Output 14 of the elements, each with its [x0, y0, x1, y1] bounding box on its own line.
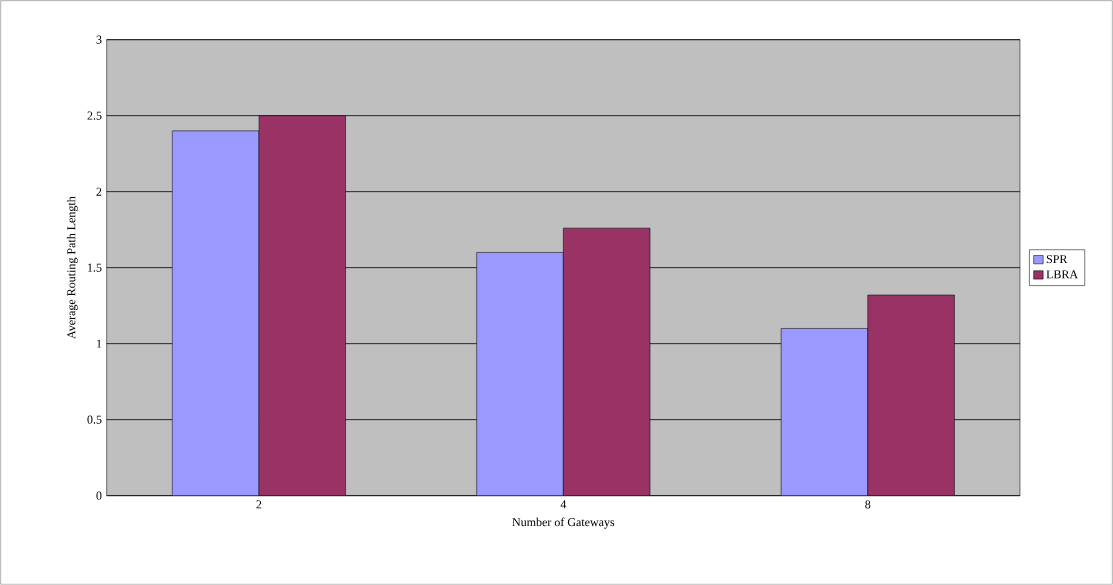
- legend-label: LBRA: [1046, 270, 1078, 279]
- y-tick-label: 2.5: [87, 111, 102, 120]
- x-tick-label: 2: [256, 500, 262, 509]
- y-tick-label: 2: [96, 187, 102, 196]
- y-tick-label: 1: [97, 339, 102, 348]
- y-tick-label: 0.5: [87, 415, 102, 424]
- y-tick-label: 1.5: [88, 263, 102, 272]
- y-tick-label: 3: [96, 35, 102, 44]
- y-axis-title: Average Routing Path Length: [66, 196, 78, 339]
- x-axis-title: Number of Gateways: [512, 517, 615, 529]
- x-tick-label: 4: [560, 500, 567, 509]
- legend-label: SPR: [1046, 255, 1068, 264]
- y-tick-label: 0: [96, 491, 102, 500]
- x-tick-label: 8: [865, 500, 871, 509]
